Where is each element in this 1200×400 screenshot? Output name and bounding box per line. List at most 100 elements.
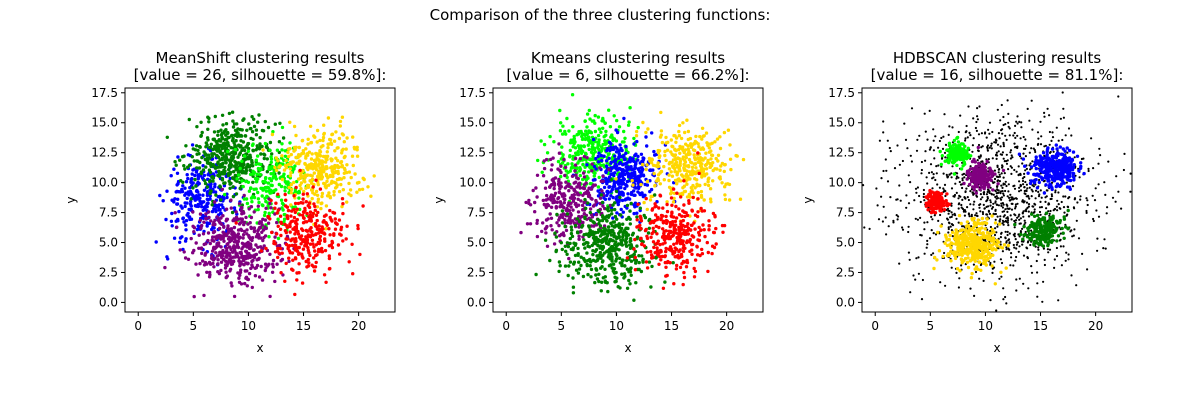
scatter-point [543, 238, 548, 242]
scatter-point [702, 209, 707, 213]
scatter-point [560, 192, 564, 196]
scatter-point [1079, 198, 1082, 201]
scatter-point [551, 180, 556, 184]
scatter-point [210, 254, 214, 258]
scatter-point [597, 253, 601, 257]
scatter-point [216, 218, 221, 222]
scatter-point [696, 142, 700, 146]
scatter-point [182, 250, 186, 254]
scatter-point [259, 152, 263, 156]
scatter-point [659, 217, 663, 221]
scatter-point [992, 212, 995, 215]
scatter-point [211, 147, 215, 152]
scatter-point [644, 167, 648, 172]
scatter-point [705, 141, 709, 145]
scatter-point [219, 268, 223, 273]
scatter-point [189, 199, 193, 204]
scatter-point [228, 227, 233, 231]
scatter-point [220, 137, 225, 141]
scatter-point [1027, 205, 1030, 208]
scatter-point [222, 181, 226, 185]
scatter-point [1099, 154, 1102, 157]
scatter-point [645, 207, 649, 212]
scatter-point [649, 194, 653, 199]
y-tick-label: 5.0 [99, 236, 118, 250]
scatter-point [966, 136, 969, 139]
series-4 [261, 115, 376, 231]
scatter-point [1036, 271, 1039, 274]
scatter-point [676, 177, 680, 182]
scatter-point [613, 164, 617, 168]
scatter-point [269, 198, 273, 203]
scatter-point [571, 208, 575, 212]
scatter-point [694, 166, 698, 170]
scatter-point [247, 122, 251, 126]
scatter-point [186, 211, 190, 216]
scatter-point [208, 145, 213, 149]
scatter-point [588, 210, 592, 215]
scatter-point [184, 228, 188, 232]
scatter-point [351, 163, 355, 168]
scatter-point [1013, 213, 1016, 216]
scatter-point [699, 147, 703, 151]
scatter-point [587, 139, 591, 143]
scatter-point [279, 184, 284, 189]
scatter-point [675, 263, 679, 268]
scatter-point [689, 186, 693, 190]
scatter-point [296, 155, 300, 159]
scatter-point [681, 121, 685, 125]
scatter-point [555, 200, 559, 204]
scatter-point [620, 140, 625, 144]
scatter-point [593, 113, 597, 118]
scatter-point [250, 130, 255, 134]
scatter-point [556, 159, 561, 164]
scatter-point [930, 171, 934, 174]
scatter-point [342, 140, 346, 144]
scatter-point [572, 187, 576, 191]
scatter-point [557, 179, 561, 184]
scatter-point [895, 214, 898, 217]
scatter-point [1009, 214, 1012, 217]
scatter-point [178, 240, 182, 244]
scatter-point [557, 190, 561, 194]
scatter-point [1000, 261, 1004, 265]
scatter-point [1021, 179, 1025, 183]
scatter-point [181, 216, 185, 221]
scatter-point [227, 236, 231, 240]
scatter-point [582, 154, 587, 159]
scatter-point [645, 179, 650, 184]
scatter-point [996, 215, 999, 218]
scatter-point [201, 193, 205, 197]
scatter-point [603, 197, 608, 201]
scatter-point [699, 165, 704, 169]
scatter-point [567, 256, 571, 261]
scatter-point [578, 173, 582, 178]
scatter-point [254, 162, 258, 166]
scatter-point [607, 213, 611, 218]
scatter-point [615, 243, 620, 247]
scatter-point [339, 227, 343, 232]
scatter-point [645, 144, 649, 148]
scatter-point [572, 241, 576, 245]
scatter-point [326, 176, 330, 180]
scatter-points [862, 91, 1132, 312]
scatter-point [926, 239, 929, 242]
scatter-point [252, 226, 256, 230]
scatter-point [197, 233, 201, 237]
scatter-point [612, 267, 617, 271]
scatter-point [563, 264, 568, 268]
scatter-point [291, 227, 295, 231]
scatter-point [639, 269, 644, 274]
scatter-point [244, 197, 249, 201]
scatter-point [605, 182, 609, 186]
scatter-point [1092, 219, 1095, 223]
scatter-point [303, 208, 307, 213]
scatter-point [210, 257, 215, 261]
scatter-point [552, 140, 556, 144]
scatter-point [322, 132, 326, 136]
scatter-point [206, 177, 210, 181]
scatter-point [594, 167, 598, 171]
scatter-point [923, 252, 926, 255]
scatter-point [676, 239, 680, 243]
scatter-point [299, 242, 303, 246]
